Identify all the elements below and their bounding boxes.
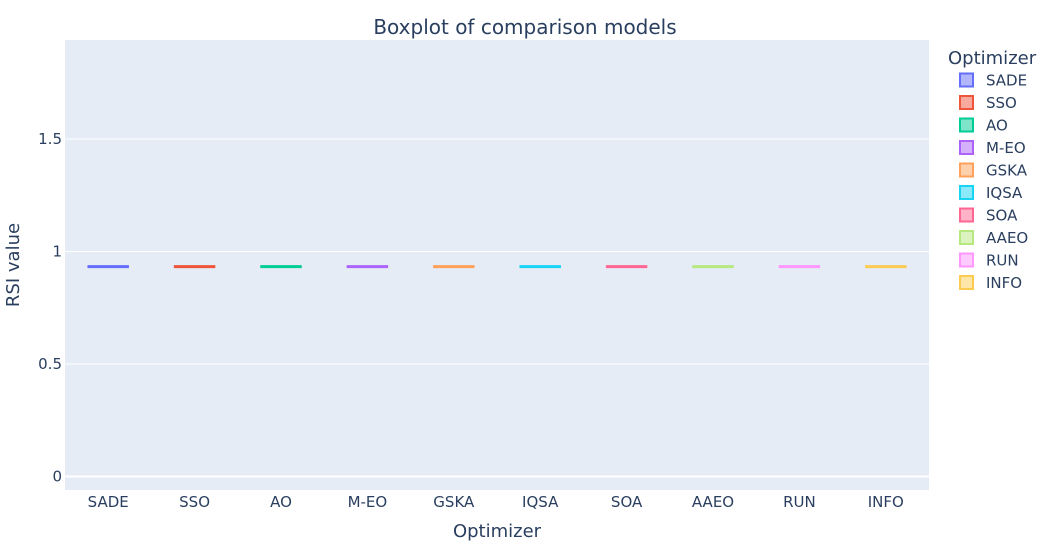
y-tick-label: 1 (52, 243, 62, 261)
x-tick-label: SOA (611, 493, 643, 511)
plot-area (65, 40, 929, 490)
y-axis-label: RSI value (3, 223, 24, 307)
legend-swatch (959, 230, 974, 245)
legend-label: INFO (986, 274, 1022, 292)
legend-swatch (959, 252, 974, 268)
legend-item[interactable]: RUN (959, 252, 1019, 270)
legend: Optimizer SADE SSO AO M-EO GSKA IQSA SOA AAEO RU… (948, 48, 1037, 292)
x-tick-label: GSKA (433, 493, 475, 511)
legend-label: SSO (986, 94, 1017, 112)
x-tick-label: SSO (179, 493, 210, 511)
y-tick-label: 0 (52, 468, 62, 486)
legend-swatch (959, 72, 974, 88)
legend-label: RUN (986, 252, 1019, 270)
legend-swatch (959, 162, 974, 178)
y-tick-label: 1.5 (38, 130, 62, 148)
legend-swatch (959, 207, 974, 223)
x-tick-label: SADE (88, 493, 129, 511)
legend-title: Optimizer (948, 48, 1037, 69)
legend-item[interactable]: AO (959, 117, 1008, 135)
x-tick-label: RUN (783, 493, 816, 511)
x-tick-labels: SADE SSO AO M-EO GSKA IQSA SOA AAEO RUN INFO (88, 493, 904, 511)
legend-swatch (959, 117, 974, 133)
y-tick-labels: 0 0.5 1 1.5 (38, 130, 62, 486)
legend-label: M-EO (986, 139, 1026, 157)
legend-item[interactable]: INFO (959, 274, 1022, 292)
legend-item[interactable]: SADE (959, 72, 1027, 90)
legend-item[interactable]: M-EO (959, 139, 1026, 157)
legend-swatch (959, 185, 974, 200)
legend-item[interactable]: SOA (959, 207, 1018, 225)
legend-label: SOA (986, 207, 1018, 225)
x-tick-label: IQSA (522, 493, 559, 511)
x-tick-label: AO (270, 493, 292, 511)
legend-label: AO (986, 117, 1008, 135)
x-tick-label: INFO (868, 493, 904, 511)
legend-swatch (959, 140, 974, 155)
x-axis-label: Optimizer (453, 521, 542, 542)
legend-swatch (959, 95, 974, 110)
legend-label: IQSA (986, 184, 1023, 202)
x-tick-label: AAEO (692, 493, 734, 511)
grid-lines (65, 138, 929, 478)
legend-item[interactable]: GSKA (959, 162, 1028, 180)
legend-label: SADE (986, 72, 1027, 90)
legend-item[interactable]: IQSA (959, 184, 1023, 202)
legend-label: GSKA (986, 162, 1028, 180)
legend-item[interactable]: AAEO (959, 229, 1028, 247)
legend-swatch (959, 275, 974, 290)
y-tick-label: 0.5 (38, 355, 62, 373)
legend-item[interactable]: SSO (959, 94, 1017, 112)
legend-label: AAEO (986, 229, 1028, 247)
x-tick-label: M-EO (348, 493, 388, 511)
chart-title: Boxplot of comparison models (373, 15, 676, 39)
